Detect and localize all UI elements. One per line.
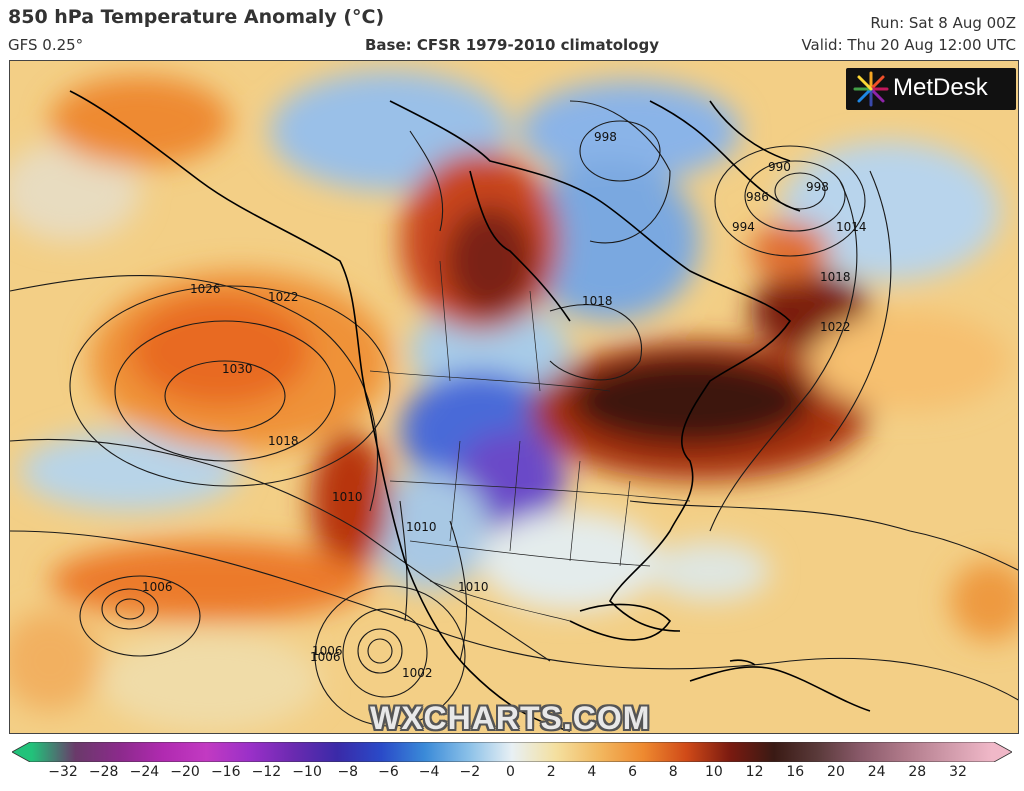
isobar-label-group: 1026 1022 1030 1018 1010 1006 1002 1006 …	[142, 130, 867, 680]
colorbar-tick-label: 24	[867, 764, 886, 780]
colorbar-tick-label: 28	[908, 764, 927, 780]
colorbar-tick-label: −24	[129, 764, 160, 780]
isobar-label: 1022	[268, 290, 299, 304]
isobar-lines	[10, 100, 1018, 727]
isobar-label: 1018	[268, 434, 299, 448]
colorbar-tick-label: −8	[337, 764, 359, 780]
isobar-label: 1022	[820, 320, 851, 334]
coastlines	[69, 90, 871, 732]
colorbar-gradient	[12, 742, 1012, 762]
colorbar-tick-label: −12	[251, 764, 282, 780]
isobar-label: 1018	[582, 294, 613, 308]
isobar-label: 1018	[820, 270, 851, 284]
isobar-label: 998	[806, 180, 829, 194]
colorbar-tick-label: 12	[745, 764, 764, 780]
colorbar-tick-label: −2	[459, 764, 481, 780]
isobar-label: 1006	[142, 580, 173, 594]
isobar-label: 986	[746, 190, 769, 204]
isobar-label: 994	[732, 220, 755, 234]
valid-time: Valid: Thu 20 Aug 12:00 UTC	[801, 36, 1016, 54]
isobar-label: 1006	[312, 644, 343, 658]
colorbar	[12, 742, 1012, 762]
colorbar-tick-label: −20	[170, 764, 200, 780]
colorbar-tick-label: 32	[949, 764, 967, 780]
isobar-label: 1026	[190, 282, 221, 296]
colorbar-tick-label: −28	[88, 764, 119, 780]
colorbar-tick-label: −6	[378, 764, 399, 780]
colorbar-tick-label: 20	[827, 764, 845, 780]
isobar-label: 1030	[222, 362, 253, 376]
colorbar-tick-label: −4	[418, 764, 440, 780]
colorbar-tick-label: 8	[668, 764, 678, 780]
political-borders	[369, 260, 691, 622]
colorbar-ticks: −32 −28 −24 −20 −16 −12 −10 −8 −6 −4 −2 0 2 4 6 8 10 12 16…	[0, 764, 1024, 788]
colorbar-tick-label: 16	[786, 764, 805, 780]
run-time: Run: Sat 8 Aug 00Z	[870, 14, 1016, 32]
isobar-label: 1010	[458, 580, 489, 594]
colorbar-tick-label: 10	[704, 764, 723, 780]
metdesk-logo-text: MetDesk	[893, 74, 988, 101]
isobar-label: 998	[594, 130, 617, 144]
colorbar-tick-label: 0	[506, 764, 515, 780]
colorbar-tick-label: −32	[48, 764, 78, 780]
isobar-label: 1014	[836, 220, 867, 234]
wxcharts-watermark: WXCHARTS.COM	[370, 700, 651, 736]
climatology-base: Base: CFSR 1979-2010 climatology	[364, 36, 660, 54]
colorbar-tick-label: −10	[292, 764, 322, 780]
chart-header: 850 hPa Temperature Anomaly (°C) GFS 0.2…	[0, 0, 1024, 58]
metdesk-starburst-icon	[853, 71, 889, 107]
colorbar-tick-label: −16	[210, 764, 241, 780]
colorbar-tick-label: 2	[546, 764, 556, 780]
isobar-label: 1010	[406, 520, 437, 534]
isobar-label: 1010	[332, 490, 363, 504]
anomaly-map: 1026 1022 1030 1018 1010 1006 1002 1006 …	[9, 60, 1019, 734]
isobar-label: 1002	[402, 666, 433, 680]
colorbar-tick-label: 6	[628, 764, 637, 780]
colorbar-tick-label: 4	[587, 764, 597, 780]
isobar-label: 990	[768, 160, 791, 174]
anomaly-shading	[10, 71, 1018, 731]
model-name: GFS 0.25°	[8, 36, 84, 54]
metdesk-logo: MetDesk	[846, 68, 1016, 110]
chart-title: 850 hPa Temperature Anomaly (°C)	[8, 6, 385, 28]
isobar-label: 1006	[310, 650, 341, 664]
map-canvas: 1026 1022 1030 1018 1010 1006 1002 1006 …	[10, 61, 1018, 733]
